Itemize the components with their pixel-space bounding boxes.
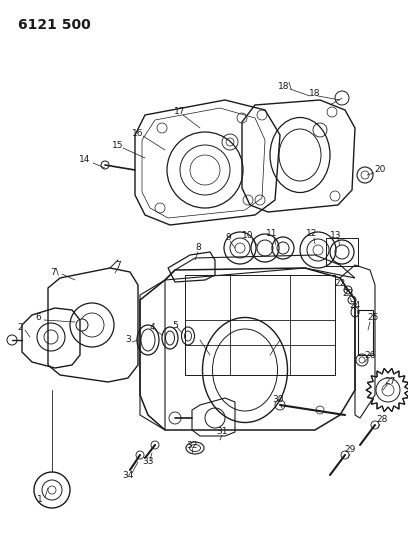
- Text: 32: 32: [186, 440, 198, 449]
- Text: 5: 5: [172, 320, 178, 329]
- Text: 13: 13: [330, 230, 342, 239]
- Bar: [326, 238, 358, 266]
- Text: 1: 1: [37, 496, 43, 505]
- Bar: [185, 275, 335, 375]
- Text: 6: 6: [35, 313, 41, 322]
- Text: 30: 30: [272, 395, 284, 405]
- Text: 9: 9: [225, 232, 231, 241]
- Text: 7\: 7\: [51, 268, 60, 277]
- Text: 34: 34: [122, 471, 134, 480]
- Text: 16: 16: [132, 128, 144, 138]
- Text: 17: 17: [174, 108, 186, 117]
- Text: 31: 31: [216, 427, 228, 437]
- Text: 22: 22: [335, 279, 346, 287]
- Text: 3: 3: [125, 335, 131, 344]
- Text: 11: 11: [266, 230, 278, 238]
- Text: 14: 14: [79, 156, 91, 165]
- Text: 24: 24: [349, 302, 361, 311]
- Text: 29: 29: [344, 446, 356, 455]
- Text: 10: 10: [242, 230, 254, 239]
- Text: 20: 20: [374, 166, 386, 174]
- Bar: [358, 310, 373, 355]
- Text: 23: 23: [342, 289, 354, 298]
- Text: 33: 33: [142, 457, 154, 466]
- Text: 18: 18: [309, 88, 321, 98]
- Text: 8: 8: [195, 244, 201, 253]
- Text: 26: 26: [364, 351, 376, 359]
- Text: 2: 2: [17, 324, 23, 333]
- Text: 6121 500: 6121 500: [18, 18, 91, 32]
- Text: 7: 7: [115, 261, 121, 270]
- Text: 27: 27: [384, 377, 396, 386]
- Text: 15: 15: [112, 141, 124, 149]
- Text: 4: 4: [149, 324, 155, 333]
- Text: 25: 25: [367, 313, 379, 322]
- Circle shape: [76, 319, 88, 331]
- Text: 12: 12: [306, 230, 318, 238]
- Text: 18\: 18\: [278, 82, 292, 91]
- Text: 28: 28: [376, 416, 388, 424]
